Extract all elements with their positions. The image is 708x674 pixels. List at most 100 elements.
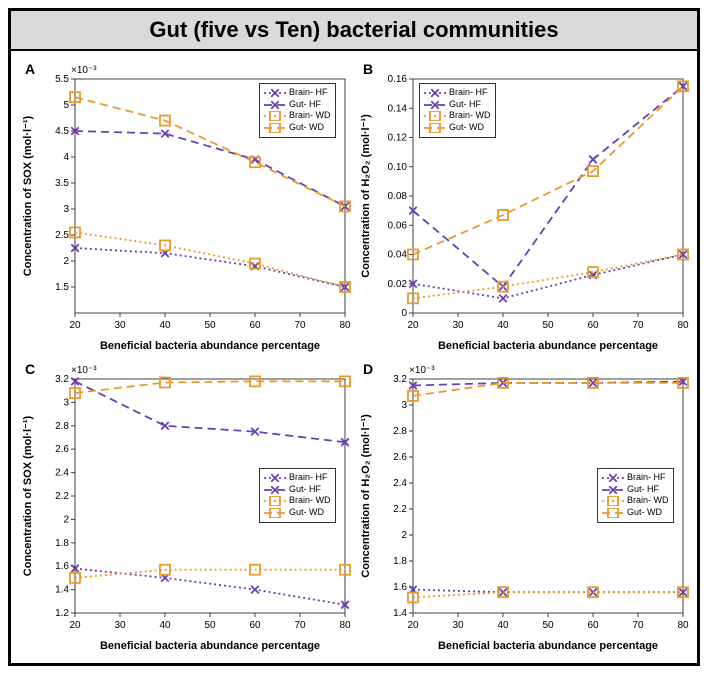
legend-swatch (264, 508, 286, 518)
svg-text:80: 80 (339, 620, 351, 631)
svg-text:2: 2 (401, 530, 407, 541)
svg-text:1.8: 1.8 (55, 538, 69, 549)
svg-text:1.6: 1.6 (55, 561, 69, 572)
legend-swatch (264, 100, 286, 110)
svg-text:Beneficial bacteria abundance: Beneficial bacteria abundance percentage (438, 340, 658, 352)
legend-text: Gut- WD (627, 507, 662, 519)
legend-row: Gut- HF (424, 99, 491, 111)
legend-swatch (264, 123, 286, 133)
svg-text:2.2: 2.2 (393, 504, 407, 515)
svg-text:70: 70 (632, 320, 644, 331)
svg-text:3.2: 3.2 (55, 374, 69, 385)
legend-text: Brain- WD (449, 110, 491, 122)
legend-swatch (602, 485, 624, 495)
legend-D: Brain- HFGut- HFBrain- WDGut- WD (597, 468, 674, 523)
legend-row: Gut- HF (602, 484, 669, 496)
svg-text:2.4: 2.4 (393, 478, 407, 489)
legend-swatch (264, 473, 286, 483)
chart-B: 2030405060708000.020.040.060.080.100.120… (355, 57, 693, 357)
legend-swatch (424, 111, 446, 121)
legend-row: Gut- WD (424, 122, 491, 134)
svg-text:80: 80 (677, 620, 689, 631)
legend-swatch (602, 496, 624, 506)
svg-text:20: 20 (69, 320, 81, 331)
svg-text:1.6: 1.6 (393, 582, 407, 593)
svg-text:50: 50 (204, 320, 216, 331)
svg-text:1.5: 1.5 (55, 282, 69, 293)
legend-row: Gut- WD (264, 122, 331, 134)
figure-title: Gut (five vs Ten) bacterial communities (11, 11, 697, 51)
svg-text:Concentration of SOX (mol·l⁻¹): Concentration of SOX (mol·l⁻¹) (22, 115, 34, 276)
svg-text:60: 60 (249, 320, 261, 331)
svg-text:4: 4 (63, 152, 69, 163)
svg-text:0.16: 0.16 (388, 74, 408, 85)
panel-label-A: A (25, 61, 35, 77)
svg-text:0: 0 (401, 308, 407, 319)
legend-swatch (264, 485, 286, 495)
svg-text:60: 60 (587, 620, 599, 631)
svg-text:70: 70 (632, 620, 644, 631)
legend-text: Gut- HF (289, 484, 321, 496)
svg-text:50: 50 (542, 320, 554, 331)
legend-swatch (424, 123, 446, 133)
legend-swatch (264, 111, 286, 121)
legend-row: Brain- HF (264, 472, 331, 484)
legend-text: Brain- WD (627, 495, 669, 507)
svg-text:Concentration of H₂O₂ (mol·l⁻¹: Concentration of H₂O₂ (mol·l⁻¹) (360, 414, 372, 578)
svg-text:30: 30 (114, 320, 126, 331)
legend-swatch (264, 88, 286, 98)
legend-row: Brain- WD (264, 110, 331, 122)
legend-text: Gut- HF (289, 99, 321, 111)
svg-text:0.14: 0.14 (388, 103, 408, 114)
legend-swatch (602, 473, 624, 483)
svg-text:70: 70 (294, 620, 306, 631)
svg-text:1.2: 1.2 (55, 608, 69, 619)
svg-text:×10⁻³: ×10⁻³ (71, 65, 97, 76)
svg-text:3: 3 (63, 397, 69, 408)
legend-text: Brain- WD (289, 495, 331, 507)
svg-text:30: 30 (114, 620, 126, 631)
svg-text:80: 80 (339, 320, 351, 331)
svg-text:40: 40 (159, 320, 171, 331)
svg-text:×10⁻³: ×10⁻³ (71, 365, 97, 376)
svg-text:50: 50 (204, 620, 216, 631)
svg-text:0.08: 0.08 (388, 191, 408, 202)
legend-row: Brain- HF (602, 472, 669, 484)
svg-text:Beneficial bacteria abundance: Beneficial bacteria abundance percentage (100, 640, 320, 652)
svg-text:60: 60 (587, 320, 599, 331)
svg-text:2.8: 2.8 (55, 421, 69, 432)
svg-text:0.02: 0.02 (388, 279, 408, 290)
legend-text: Gut- WD (289, 122, 324, 134)
svg-text:3: 3 (401, 400, 407, 411)
svg-text:1.8: 1.8 (393, 556, 407, 567)
svg-text:0.12: 0.12 (388, 133, 408, 144)
legend-row: Gut- WD (264, 507, 331, 519)
legend-row: Brain- WD (602, 495, 669, 507)
panel-label-C: C (25, 361, 35, 377)
svg-text:2.2: 2.2 (55, 491, 69, 502)
svg-text:50: 50 (542, 620, 554, 631)
svg-text:0.10: 0.10 (388, 162, 408, 173)
legend-C: Brain- HFGut- HFBrain- WDGut- WD (259, 468, 336, 523)
svg-text:40: 40 (497, 320, 509, 331)
svg-text:70: 70 (294, 320, 306, 331)
legend-swatch (602, 508, 624, 518)
svg-text:Concentration of H₂O₂ (mol·l⁻¹: Concentration of H₂O₂ (mol·l⁻¹) (360, 114, 372, 278)
svg-text:2.8: 2.8 (393, 426, 407, 437)
svg-text:Concentration of SOX (mol·l⁻¹): Concentration of SOX (mol·l⁻¹) (22, 415, 34, 576)
legend-B: Brain- HFGut- HFBrain- WDGut- WD (419, 83, 496, 138)
legend-swatch (424, 100, 446, 110)
svg-text:Beneficial bacteria abundance: Beneficial bacteria abundance percentage (438, 640, 658, 652)
svg-text:2.6: 2.6 (393, 452, 407, 463)
legend-row: Brain- WD (424, 110, 491, 122)
panel-grid: A203040506070801.522.533.544.555.5×10⁻³B… (11, 51, 697, 663)
legend-swatch (424, 88, 446, 98)
panel-B: B2030405060708000.020.040.060.080.100.12… (355, 57, 693, 357)
svg-text:20: 20 (407, 620, 419, 631)
svg-text:0.06: 0.06 (388, 220, 408, 231)
svg-text:2.6: 2.6 (55, 444, 69, 455)
legend-text: Gut- HF (449, 99, 481, 111)
legend-row: Gut- WD (602, 507, 669, 519)
svg-text:0.04: 0.04 (388, 250, 408, 261)
legend-row: Brain- WD (264, 495, 331, 507)
